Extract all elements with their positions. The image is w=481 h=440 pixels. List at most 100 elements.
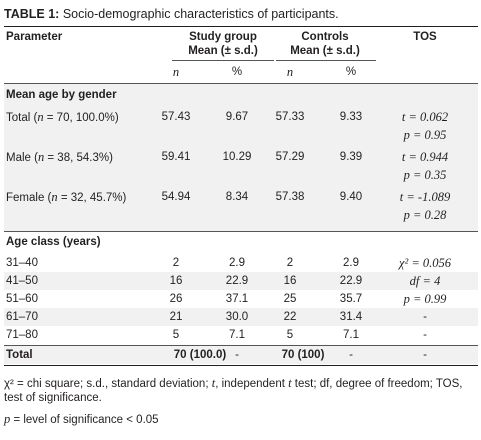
male-ct-n: 57.29 [275,151,305,163]
age-row-tos: df = 4 [409,274,441,288]
female-ct-pct: 9.40 [339,191,363,203]
age-row-ct-n: 22 [283,311,297,323]
age-row-ct-n: 5 [286,329,294,341]
gender-section-rule [4,231,478,232]
age-row-label: 41–50 [6,275,38,287]
age-row-band [4,308,478,326]
total-sg-pct: 9.67 [225,111,249,123]
header-sg-pct: % [231,66,243,78]
total-ct-pct: 9.33 [339,111,363,123]
footnote-t-italic: t [211,376,216,390]
header-parameter: Parameter [6,31,63,43]
age-row-ct-n: 2 [286,257,294,269]
header-tos: TOS [413,31,437,43]
age-row-tos: - [423,329,427,341]
row-label-total: Total (n = 70, 100.0%) [6,110,119,125]
female-tos-t: t = -1.089 [399,190,451,204]
age-row-sg-n: 21 [169,311,183,323]
top-rule [4,26,478,27]
male-sg-pct: 10.29 [222,151,252,163]
age-row-band [4,272,478,290]
age-row-tos: χ² = 0.056 [398,256,452,270]
total-row-rule [4,345,478,346]
row-label-male-pre: Male ( [6,152,38,164]
total-row-ct-pct: - [349,349,353,361]
female-sg-pct: 8.34 [225,191,249,203]
age-row-sg-pct: 37.1 [225,293,249,305]
age-row-ct-pct: 2.9 [343,257,359,269]
footnote-abbreviations: χ² = chi square; s.d., standard deviatio… [4,376,478,391]
header-sg-n: n [172,65,180,79]
header-rule [4,83,478,84]
total-row-tos: - [423,349,427,361]
age-row-sg-pct: 22.9 [225,275,249,287]
row-label-male-n: n [37,150,45,164]
gender-section-band [4,84,478,232]
header-controls: Controls [301,31,349,43]
footnote-chi: χ² = chi square; s.d., standard deviatio… [4,378,212,390]
total-row-label: Total [6,349,33,361]
age-row-ct-pct: 22.9 [339,275,363,287]
age-row-sg-n: 16 [169,275,183,287]
age-row-label: 51–60 [6,293,38,305]
age-row-tos: - [423,311,427,323]
total-row-band [4,346,478,364]
age-row-ct-pct: 31.4 [339,311,363,323]
female-ct-n: 57.38 [275,191,305,203]
caption-label: TABLE 1: [4,7,60,21]
total-sg-n: 57.43 [161,111,191,123]
row-label-total-n: n [37,110,44,124]
age-row-ct-n: 25 [283,293,297,305]
header-study-group-mean: Mean (± s.d.) [188,45,258,57]
row-label-male: Male (n = 38, 54.3%) [6,150,113,165]
total-tos-p: p = 0.95 [403,128,447,142]
male-sg-n: 59.41 [161,151,191,163]
female-tos-p: p = 0.28 [403,208,447,222]
age-row-ct-pct: 35.7 [339,293,363,305]
age-row-ct-n: 16 [283,275,297,287]
header-ct-n: n [286,65,294,79]
age-row-sg-pct: 7.1 [229,329,245,341]
row-label-female-pre: Female ( [6,192,52,204]
footnote-p-italic: p [4,412,11,426]
row-label-total-pre: Total ( [6,112,38,124]
footnote-independent: , independent [215,378,289,390]
age-row-sg-pct: 30.0 [225,311,249,323]
age-row-sg-n: 2 [172,257,180,269]
footnote-df: test; df, degree of freedom; TOS, [291,378,463,390]
age-row-label: 61–70 [6,311,38,323]
age-row-label: 71–80 [6,329,38,341]
total-row-sg-pct: - [235,349,239,361]
footnote-tos: test of significance. [4,392,102,404]
total-row-sg: 70 (100.0) [173,349,227,361]
header-study-group: Study group [189,31,257,43]
age-row-label: 31–40 [6,257,38,269]
footnote-p-rest: = level of significance < 0.05 [10,414,159,426]
controls-underline [276,60,376,61]
row-label-male-post: = 38, 54.3%) [44,152,113,164]
male-ct-pct: 9.39 [339,151,363,163]
age-row-ct-pct: 7.1 [343,329,359,341]
section-age-class: Age class (years) [6,236,101,248]
age-row-tos: p = 0.99 [403,292,447,306]
row-label-female-post: = 32, 45.7%) [57,192,127,204]
total-ct-n: 57.33 [275,111,305,123]
header-ct-pct: % [345,66,357,78]
table-caption: TABLE 1: Socio-demographic characteristi… [4,7,339,21]
total-row-ct: 70 (100) [281,349,325,361]
row-label-total-post: = 70, 100.0%) [43,112,119,124]
header-controls-mean: Mean (± s.d.) [290,45,360,57]
female-sg-n: 54.94 [161,191,191,203]
bottom-rule [4,365,478,366]
age-row-sg-n: 26 [169,293,183,305]
age-row-sg-n: 5 [172,329,180,341]
study-group-underline [172,60,274,61]
total-tos-t: t = 0.062 [401,110,449,124]
age-row-sg-pct: 2.9 [229,257,245,269]
caption-text: Socio-demographic characteristics of par… [62,7,339,21]
row-label-female-n: n [51,190,58,204]
footnote-t-italic-2: t [288,376,292,390]
male-tos-t: t = 0.944 [401,150,449,164]
footnote-significance: p = level of significance < 0.05 [4,412,478,427]
